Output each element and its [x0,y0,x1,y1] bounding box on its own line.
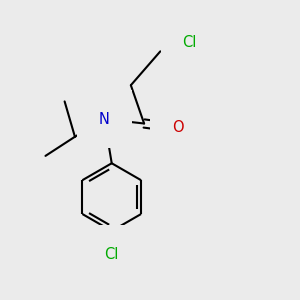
Text: O: O [172,120,184,135]
Text: N: N [99,112,110,127]
Text: Cl: Cl [104,247,119,262]
Text: Cl: Cl [183,35,197,50]
